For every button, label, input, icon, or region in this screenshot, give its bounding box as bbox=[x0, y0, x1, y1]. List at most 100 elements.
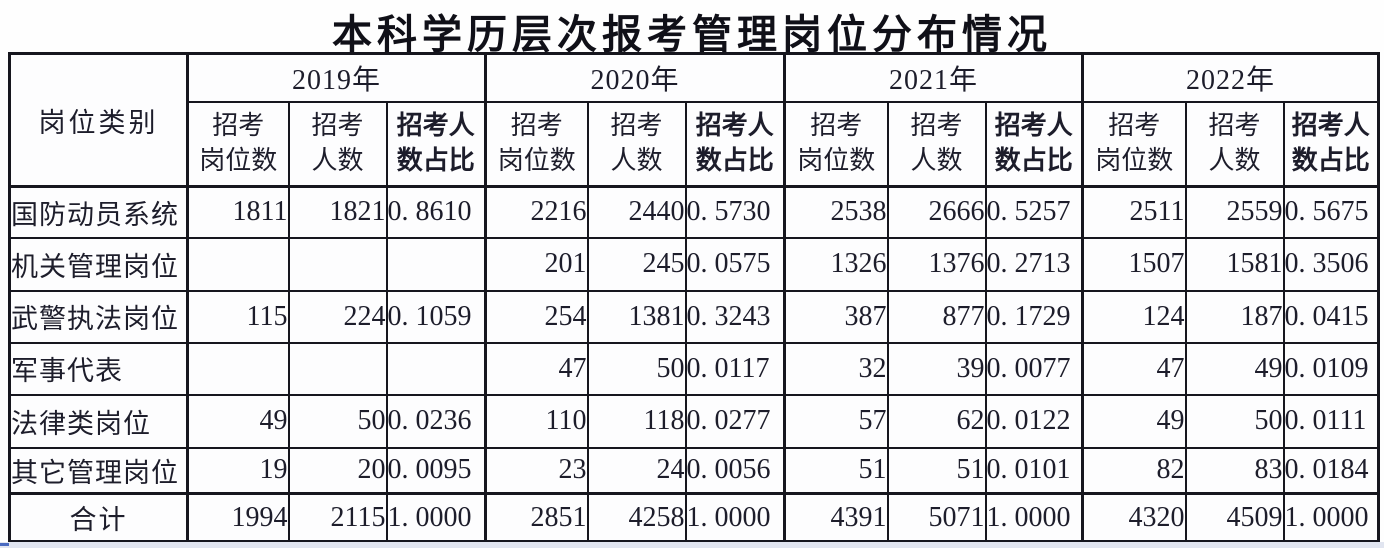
corner-header-cell: 岗位类别 bbox=[8, 52, 189, 188]
cell-value: 51 bbox=[783, 446, 889, 495]
cell-value: 0. 3243 bbox=[684, 289, 786, 344]
table-row: 机关管理岗位 201 245 0. 0575 1326 1376 0. 2713… bbox=[8, 236, 1380, 292]
table-row: 武警执法岗位 115 224 0. 1059 254 1381 0. 3243 … bbox=[8, 289, 1380, 344]
cell-value: 83 bbox=[1184, 446, 1285, 495]
row-label: 国防动员系统 bbox=[8, 185, 189, 239]
cell-value: 4320 bbox=[1081, 492, 1187, 543]
cell-value: 51 bbox=[886, 446, 987, 495]
cell-value: 47 bbox=[1081, 341, 1187, 396]
cell-value: 2538 bbox=[783, 185, 889, 239]
cell-value: 20 bbox=[287, 446, 388, 495]
cell-value: 2511 bbox=[1081, 185, 1187, 239]
cell-value: 49 bbox=[186, 393, 290, 449]
cell-value: 57 bbox=[783, 393, 889, 449]
cell-value: 47 bbox=[484, 341, 589, 396]
cell-value: 1581 bbox=[1184, 236, 1285, 292]
cell-value: 0. 0415 bbox=[1282, 289, 1380, 344]
cell-value: 2216 bbox=[484, 185, 589, 239]
cell-value bbox=[186, 236, 290, 292]
row-label: 武警执法岗位 bbox=[8, 289, 189, 344]
year-header-2022: 2022年 bbox=[1081, 52, 1380, 103]
cell-value: 0. 0056 bbox=[684, 446, 786, 495]
cell-value: 124 bbox=[1081, 289, 1187, 344]
cell-value: 1376 bbox=[886, 236, 987, 292]
cell-value: 0. 0122 bbox=[984, 393, 1084, 449]
table-title: 本科学历层次报考管理岗位分布情况 bbox=[332, 12, 1052, 57]
cell-value: 387 bbox=[783, 289, 889, 344]
cell-value bbox=[385, 236, 487, 292]
cell-value: 201 bbox=[484, 236, 589, 292]
cell-value: 0. 0117 bbox=[684, 341, 786, 396]
cell-value: 49 bbox=[1081, 393, 1187, 449]
cell-value: 19 bbox=[186, 446, 290, 495]
cell-value: 2851 bbox=[484, 492, 589, 543]
header-row-years: 岗位类别 2019年 2020年 2021年 2022年 bbox=[8, 52, 1380, 188]
subheader-recruits: 招考 人数 bbox=[1184, 100, 1285, 188]
cell-value: 0. 2713 bbox=[984, 236, 1084, 292]
cell-value: 2666 bbox=[886, 185, 987, 239]
cell-value: 1811 bbox=[186, 185, 290, 239]
cell-value: 2440 bbox=[586, 185, 687, 239]
cell-value: 4258 bbox=[586, 492, 687, 543]
cell-value: 877 bbox=[886, 289, 987, 344]
cell-value: 118 bbox=[586, 393, 687, 449]
cell-value: 0. 1729 bbox=[984, 289, 1084, 344]
cell-value: 1994 bbox=[186, 492, 290, 543]
cell-value: 5071 bbox=[886, 492, 987, 543]
total-label: 合计 bbox=[8, 492, 189, 543]
year-header-2021: 2021年 bbox=[783, 52, 1084, 103]
cell-value: 4391 bbox=[783, 492, 889, 543]
cell-value: 0. 0095 bbox=[385, 446, 487, 495]
subheader-positions: 招考 岗位数 bbox=[783, 100, 889, 188]
data-table: 岗位类别 2019年 2020年 2021年 2022年 招考 岗位数 招考 人… bbox=[8, 52, 1380, 543]
cell-value: 4509 bbox=[1184, 492, 1285, 543]
cell-value: 2115 bbox=[287, 492, 388, 543]
cell-value: 0. 0575 bbox=[684, 236, 786, 292]
cell-value bbox=[287, 341, 388, 396]
cell-value: 0. 5675 bbox=[1282, 185, 1380, 239]
header-row-metrics: 招考 岗位数 招考 人数 招考人 数占比 招考 岗位数 招考 人数 招考人 数占… bbox=[10, 100, 1380, 188]
cell-value: 39 bbox=[886, 341, 987, 396]
bottom-left-artifact-mark bbox=[0, 543, 9, 546]
subheader-recruits: 招考 人数 bbox=[886, 100, 987, 188]
cell-value bbox=[287, 236, 388, 292]
total-row: 合计 1994 2115 1. 0000 2851 4258 1. 0000 4… bbox=[8, 492, 1380, 543]
year-header-2020: 2020年 bbox=[484, 52, 786, 103]
table-row: 其它管理岗位 19 20 0. 0095 23 24 0. 0056 51 51… bbox=[8, 446, 1380, 495]
cell-value: 0. 3506 bbox=[1282, 236, 1380, 292]
cell-value: 24 bbox=[586, 446, 687, 495]
cell-value: 0. 0184 bbox=[1282, 446, 1380, 495]
page-bottom-strip bbox=[0, 542, 1384, 548]
cell-value: 1. 0000 bbox=[684, 492, 786, 543]
cell-value: 0. 0109 bbox=[1282, 341, 1380, 396]
table-row: 法律类岗位 49 50 0. 0236 110 118 0. 0277 57 6… bbox=[8, 393, 1380, 449]
cell-value bbox=[385, 341, 487, 396]
cell-value: 115 bbox=[186, 289, 290, 344]
cell-value: 82 bbox=[1081, 446, 1187, 495]
cell-value: 0. 0111 bbox=[1282, 393, 1380, 449]
cell-value: 2559 bbox=[1184, 185, 1285, 239]
cell-value: 32 bbox=[783, 341, 889, 396]
cell-value: 0. 0236 bbox=[385, 393, 487, 449]
cell-value: 23 bbox=[484, 446, 589, 495]
cell-value: 49 bbox=[1184, 341, 1285, 396]
cell-value: 50 bbox=[586, 341, 687, 396]
cell-value: 50 bbox=[1184, 393, 1285, 449]
cell-value: 0. 0077 bbox=[984, 341, 1084, 396]
table-row: 军事代表 47 50 0. 0117 32 39 0. 0077 47 49 0… bbox=[8, 341, 1380, 396]
cell-value: 110 bbox=[484, 393, 589, 449]
cell-value bbox=[186, 341, 290, 396]
subheader-positions: 招考 岗位数 bbox=[186, 100, 290, 188]
cell-value: 50 bbox=[287, 393, 388, 449]
cell-value: 1326 bbox=[783, 236, 889, 292]
subheader-ratio: 招考人 数占比 bbox=[1282, 100, 1380, 188]
subheader-positions: 招考 岗位数 bbox=[1081, 100, 1187, 188]
year-header-2019: 2019年 bbox=[186, 52, 487, 103]
cell-value: 1. 0000 bbox=[984, 492, 1084, 543]
row-label: 军事代表 bbox=[8, 341, 189, 396]
cell-value: 0. 5257 bbox=[984, 185, 1084, 239]
cell-value: 1821 bbox=[287, 185, 388, 239]
row-label: 机关管理岗位 bbox=[8, 236, 189, 292]
cell-value: 254 bbox=[484, 289, 589, 344]
